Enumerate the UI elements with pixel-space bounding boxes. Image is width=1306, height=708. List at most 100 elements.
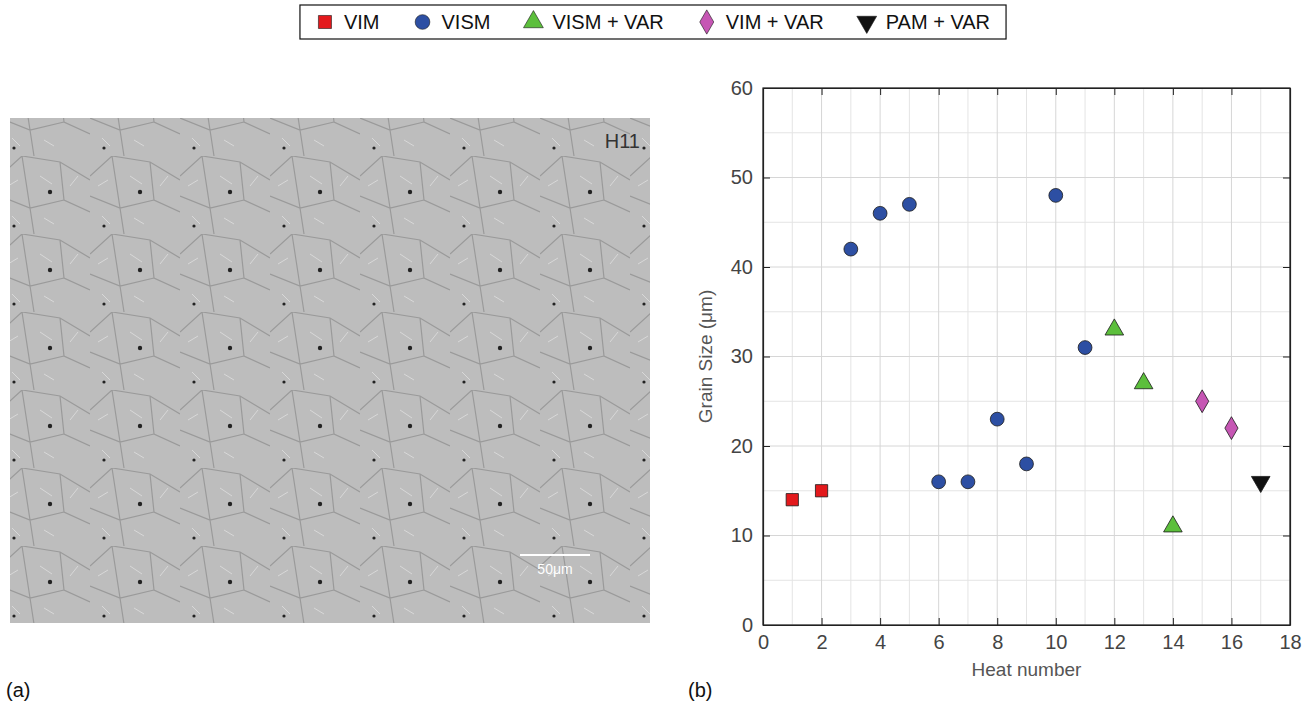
series <box>1251 476 1270 492</box>
tick: 40 <box>731 256 770 278</box>
tick-label: 16 <box>1221 631 1243 653</box>
legend-label: VISM <box>442 11 491 33</box>
micrograph-image <box>10 118 650 623</box>
tick-mark <box>1283 536 1290 537</box>
tick-mark <box>997 618 998 625</box>
minor-grid-line <box>763 401 1290 402</box>
scale-bar-label: 50μm <box>537 561 572 577</box>
tick-mark <box>1114 88 1115 95</box>
legend-marker <box>318 15 331 28</box>
grid <box>763 88 1290 625</box>
legend-marker <box>857 16 877 33</box>
x-axis-top <box>764 88 1291 95</box>
tick-mark <box>1173 88 1174 95</box>
point <box>990 412 1004 426</box>
tick <box>1283 446 1290 447</box>
tick-mark <box>997 88 998 95</box>
tick <box>1283 357 1290 358</box>
x-axis: 024681012141618 <box>758 618 1302 653</box>
point <box>1196 390 1209 413</box>
legend: VIMVISMVISM + VARVIM + VARPAM + VAR <box>300 5 1006 39</box>
minor-grid-line <box>763 132 1290 133</box>
tick <box>822 88 823 95</box>
tick-label: 2 <box>816 631 827 653</box>
legend-marker <box>524 11 544 28</box>
point <box>1020 457 1034 471</box>
grid-line <box>763 356 1290 357</box>
figure: H1150μm(a)(b)024681012141618010203040506… <box>0 0 1306 708</box>
legend-label: VIM + VAR <box>726 11 824 33</box>
tick-label: 30 <box>731 345 753 367</box>
point <box>815 485 827 497</box>
tick: 16 <box>1221 618 1243 653</box>
legend-marker <box>415 15 430 30</box>
panel-label: (b) <box>688 679 712 701</box>
tick <box>1173 88 1174 95</box>
series <box>1105 319 1182 532</box>
tick-mark <box>1283 357 1290 358</box>
grid-line <box>763 267 1290 268</box>
grid-line <box>763 177 1290 178</box>
tick: 30 <box>731 345 770 367</box>
point <box>1105 319 1124 335</box>
tick-mark <box>763 357 770 358</box>
tick-label: 8 <box>992 631 1003 653</box>
point <box>1251 476 1270 492</box>
minor-grid-line <box>763 311 1290 312</box>
tick-label: 6 <box>934 631 945 653</box>
legend-item: VIM + VAR <box>700 10 824 34</box>
tick <box>1283 178 1290 179</box>
point <box>873 206 887 220</box>
point <box>961 475 975 489</box>
scale-bar <box>520 554 590 556</box>
tick-label: 60 <box>731 77 753 99</box>
tick <box>880 88 881 95</box>
tick-label: 20 <box>731 435 753 457</box>
tick-label: 14 <box>1162 631 1184 653</box>
legend-box <box>300 5 1006 39</box>
tick: 2 <box>816 618 827 653</box>
tick: 14 <box>1162 618 1184 653</box>
x-axis-title: Heat number <box>972 659 1083 680</box>
tick-mark <box>822 88 823 95</box>
point <box>1164 516 1183 532</box>
tick-mark <box>763 267 770 268</box>
tick: 8 <box>992 618 1003 653</box>
point <box>844 242 858 256</box>
legend-label: VIM <box>344 11 380 33</box>
tick <box>1283 267 1290 268</box>
series <box>786 485 828 506</box>
minor-grid-line <box>763 580 1290 581</box>
tick-mark <box>1114 618 1115 625</box>
tick-mark <box>763 178 770 179</box>
tick-mark <box>880 618 881 625</box>
point <box>786 494 798 506</box>
tick-mark <box>1283 267 1290 268</box>
tick-label: 50 <box>731 166 753 188</box>
micrograph: H11 50μm <box>10 118 650 623</box>
tick <box>1056 88 1057 95</box>
tick-mark <box>1173 618 1174 625</box>
y-axis-title: Grain Size (μm) <box>695 290 716 423</box>
minor-grid-line <box>763 222 1290 223</box>
tick-mark <box>880 88 881 95</box>
panel-label: (a) <box>6 679 30 701</box>
y-axis: 0 10 20 30 40 50 60 <box>731 77 770 636</box>
tick-label: 0 <box>742 614 753 636</box>
tick <box>1114 88 1115 95</box>
point <box>1134 373 1153 389</box>
tick <box>1231 88 1232 95</box>
tick: 50 <box>731 166 770 188</box>
y-axis-right <box>1283 89 1291 626</box>
tick <box>1283 536 1290 537</box>
point <box>1049 188 1063 202</box>
series <box>1196 390 1238 440</box>
tick: 12 <box>1104 618 1126 653</box>
legend-items: VIMVISMVISM + VARVIM + VARPAM + VAR <box>318 10 990 34</box>
tick: 10 <box>731 524 770 546</box>
tick: 6 <box>934 618 945 653</box>
minor-grid-line <box>763 490 1290 491</box>
tick-mark <box>822 618 823 625</box>
micrograph-label: H11 <box>605 130 640 152</box>
tick <box>997 88 998 95</box>
